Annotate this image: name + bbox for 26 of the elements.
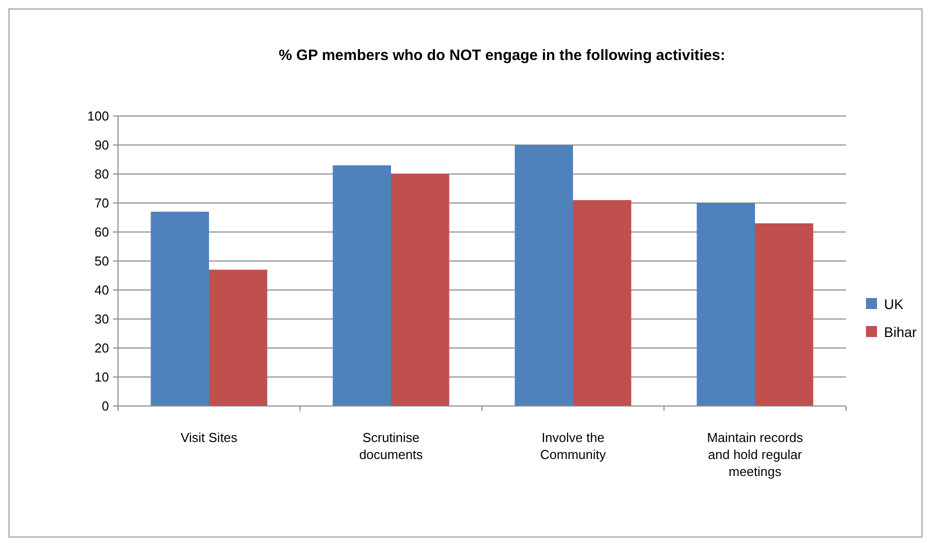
bar [573,200,632,406]
y-tick-label: 20 [94,340,109,356]
y-tick-label: 90 [94,138,109,153]
y-tick-label: 30 [94,312,109,327]
legend-label: UK [884,296,904,312]
x-tick-label: Maintain records and hold regular meetings [706,430,804,479]
y-tick-label: 100 [87,108,109,124]
y-tick-label: 10 [94,370,109,385]
y-tick-label: 50 [94,254,109,269]
bar [209,270,268,406]
y-tick-label: 70 [94,196,109,211]
y-tick-label: 40 [94,282,109,298]
x-tick-label: Involve the Community [540,430,606,462]
bar [391,174,450,406]
bar [332,165,391,406]
y-tick-label: 80 [94,166,109,182]
bar [150,212,209,406]
y-tick-label: 0 [102,398,109,414]
chart-title: % GP members who do NOT engage in the following activities: [278,47,726,64]
bar [755,223,814,406]
bar [514,145,573,406]
bar [696,203,755,406]
legend-label: Bihar [884,324,918,340]
y-tick-label: 60 [94,224,109,240]
x-tick-label: Scrutinise documents [359,430,424,462]
x-tick-label: Visit Sites [180,430,238,445]
